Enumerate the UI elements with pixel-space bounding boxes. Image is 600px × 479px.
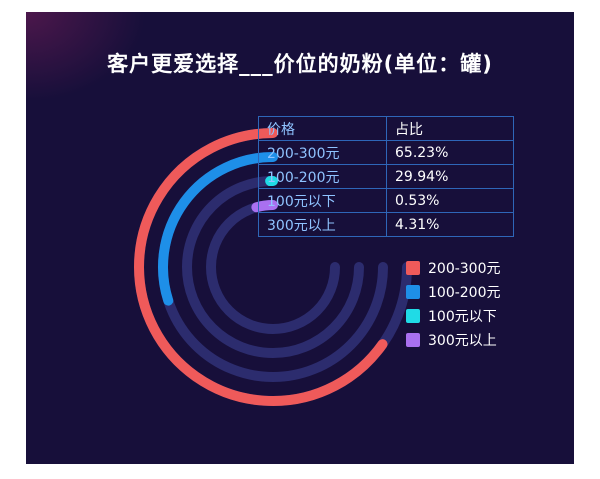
table-cell-price: 300元以上 (258, 212, 387, 237)
legend-swatch (406, 333, 420, 347)
corner-glow (26, 12, 146, 102)
table-row: 200-300元 65.23% (258, 140, 514, 165)
table-cell-price: 200-300元 (258, 140, 387, 165)
table-header-row: 价格 占比 (258, 116, 514, 141)
legend-swatch (406, 261, 420, 275)
chart-panel: 客户更爱选择___价位的奶粉(单位：罐) 价格 占比 200-300元 65.2… (26, 12, 574, 464)
table-cell-price: 100-200元 (258, 164, 387, 189)
legend-item: 200-300元 (406, 256, 501, 280)
table-header-price: 价格 (258, 116, 387, 141)
table-row: 100元以下 0.53% (258, 188, 514, 213)
legend-label: 300元以上 (428, 333, 497, 349)
legend-label: 100-200元 (428, 285, 501, 301)
legend-swatch (406, 285, 420, 299)
chart-title: 客户更爱选择___价位的奶粉(单位：罐) (107, 52, 493, 76)
legend-item: 300元以上 (406, 328, 501, 352)
data-table: 价格 占比 200-300元 65.23% 100-200元 29.94% 10… (258, 116, 514, 237)
track-ring-4 (206, 200, 340, 334)
legend-item: 100-200元 (406, 280, 501, 304)
legend-item: 100元以下 (406, 304, 501, 328)
legend-label: 200-300元 (428, 261, 501, 277)
legend-label: 100元以下 (428, 309, 497, 325)
table-cell-share: 65.23% (386, 140, 514, 165)
bar-200-300元 (134, 128, 388, 406)
bar-100-200元 (158, 152, 278, 306)
table-cell-share: 29.94% (386, 164, 514, 189)
table-row: 300元以上 4.31% (258, 212, 514, 237)
table-cell-price: 100元以下 (258, 188, 387, 213)
chart-legend: 200-300元 100-200元 100元以下 300元以上 (406, 256, 501, 352)
track-ring-3 (182, 176, 364, 358)
table-cell-share: 0.53% (386, 188, 514, 213)
table-row: 100-200元 29.94% (258, 164, 514, 189)
table-header-share: 占比 (386, 116, 514, 141)
table-cell-share: 4.31% (386, 212, 514, 237)
radial-bar-chart (134, 128, 412, 406)
legend-swatch (406, 309, 420, 323)
